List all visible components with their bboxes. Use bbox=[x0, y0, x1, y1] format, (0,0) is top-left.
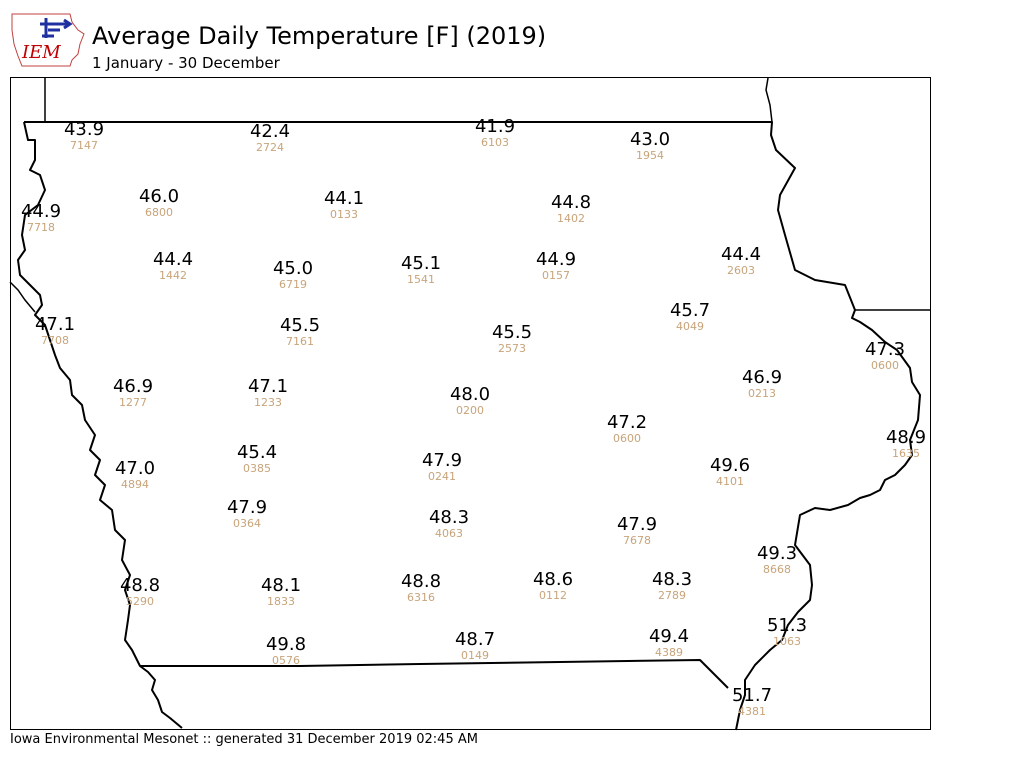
page-title: Average Daily Temperature [F] (2019) bbox=[92, 22, 547, 50]
weather-vane-icon bbox=[40, 18, 73, 38]
logo-text: IEM bbox=[21, 42, 61, 63]
map-frame bbox=[10, 77, 931, 730]
iowa-border bbox=[17, 121, 921, 731]
iem-logo: IEM bbox=[11, 13, 85, 67]
footer-text: Iowa Environmental Mesonet :: generated … bbox=[10, 732, 478, 747]
ne-border bbox=[9, 281, 36, 313]
page-subtitle: 1 January - 30 December bbox=[92, 54, 280, 72]
mn-wi-border bbox=[765, 77, 773, 123]
